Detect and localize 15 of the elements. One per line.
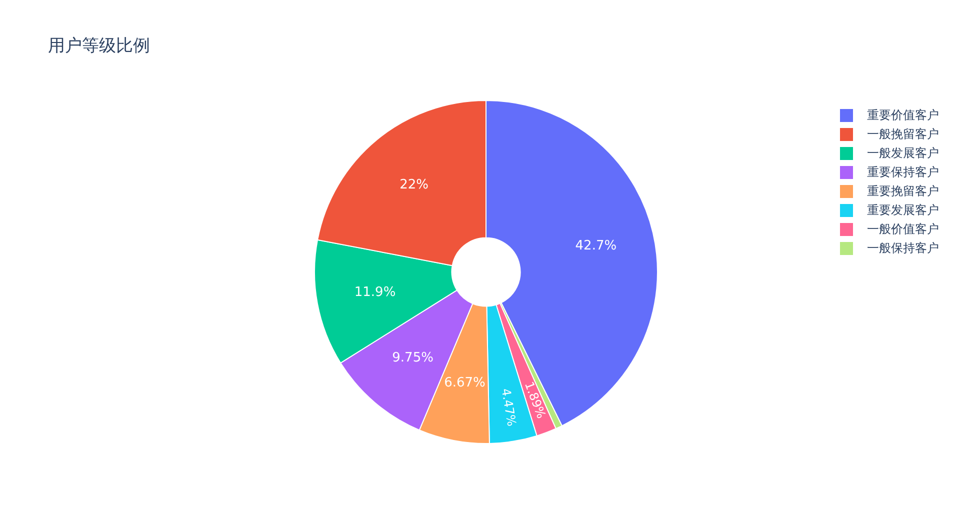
legend-label: 重要发展客户 [867,202,939,219]
legend-label: 一般价值客户 [867,221,939,238]
data-label: 6.67% [444,375,486,390]
data-label: 11.9% [354,285,396,300]
legend-label: 重要价值客户 [867,107,939,124]
text: 用户等级比例 [48,35,150,57]
legend-label: 一般挽留客户 [867,126,939,143]
data-label: 42.7% [575,238,617,254]
data-label: 22% [400,177,428,192]
data-label: 4.47% [498,387,519,428]
legend-label: 一般发展客户 [867,145,939,162]
data-label: 9.75% [392,350,434,366]
legend-label: 重要挽留客户 [867,183,939,200]
legend-label: 重要保持客户 [867,164,939,181]
legend-label: 一般保持客户 [867,240,939,257]
